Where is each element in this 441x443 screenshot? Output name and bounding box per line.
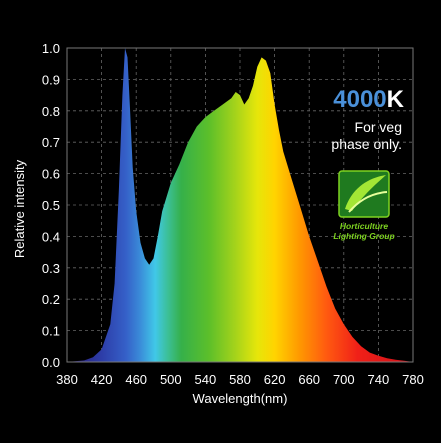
x-tick-label: 740 xyxy=(368,372,390,387)
y-tick-label: 0.5 xyxy=(42,198,60,213)
cct-unit: K xyxy=(387,86,405,113)
logo-leaf-icon xyxy=(345,175,386,211)
x-tick-label: 620 xyxy=(264,372,286,387)
veg-note-line2: phase only. xyxy=(331,136,402,152)
y-tick-label: 1.0 xyxy=(42,41,60,56)
x-tick-label: 780 xyxy=(402,372,424,387)
x-tick-label: 380 xyxy=(56,372,78,387)
horticulture-lighting-group-logo: Horticulture Lighting Group xyxy=(333,170,395,241)
y-tick-label: 0.8 xyxy=(42,104,60,119)
x-tick-labels: 380 420 460 500 540 580 620 660 700 740 780 xyxy=(56,372,424,387)
x-tick-label: 420 xyxy=(91,372,113,387)
x-tick-label: 580 xyxy=(229,372,251,387)
plot-frame xyxy=(66,47,414,363)
cct-number: 4000 xyxy=(333,86,386,113)
x-tick-label: 700 xyxy=(333,372,355,387)
x-tick-label: 540 xyxy=(195,372,217,387)
logo-swoosh-icon xyxy=(348,191,388,213)
y-tick-label: 0.6 xyxy=(42,167,60,182)
x-tick-label: 460 xyxy=(125,372,147,387)
x-tick-label: 660 xyxy=(298,372,320,387)
veg-note-line1: For veg xyxy=(355,119,402,135)
y-tick-label: 0.7 xyxy=(42,135,60,150)
y-tick-label: 0.1 xyxy=(42,324,60,339)
y-tick-label: 0.0 xyxy=(42,355,60,370)
spectrum-area xyxy=(67,48,413,362)
y-tick-label: 0.2 xyxy=(42,292,60,307)
y-axis-title: Relative intensity xyxy=(12,159,27,258)
y-tick-label: 0.4 xyxy=(42,229,60,244)
x-tick-label: 500 xyxy=(160,372,182,387)
logo-text-line2: Lighting Group xyxy=(333,231,394,241)
y-tick-labels: 0.0 0.1 0.2 0.3 0.4 0.5 0.6 0.7 0.8 0.9 1.0 xyxy=(42,41,60,370)
x-axis-title: Wavelength(nm) xyxy=(193,391,288,406)
y-tick-label: 0.3 xyxy=(42,261,60,276)
cct-label: 4000K xyxy=(333,86,404,113)
logo-text-line1: Horticulture xyxy=(340,221,388,231)
y-tick-label: 0.9 xyxy=(42,72,60,87)
